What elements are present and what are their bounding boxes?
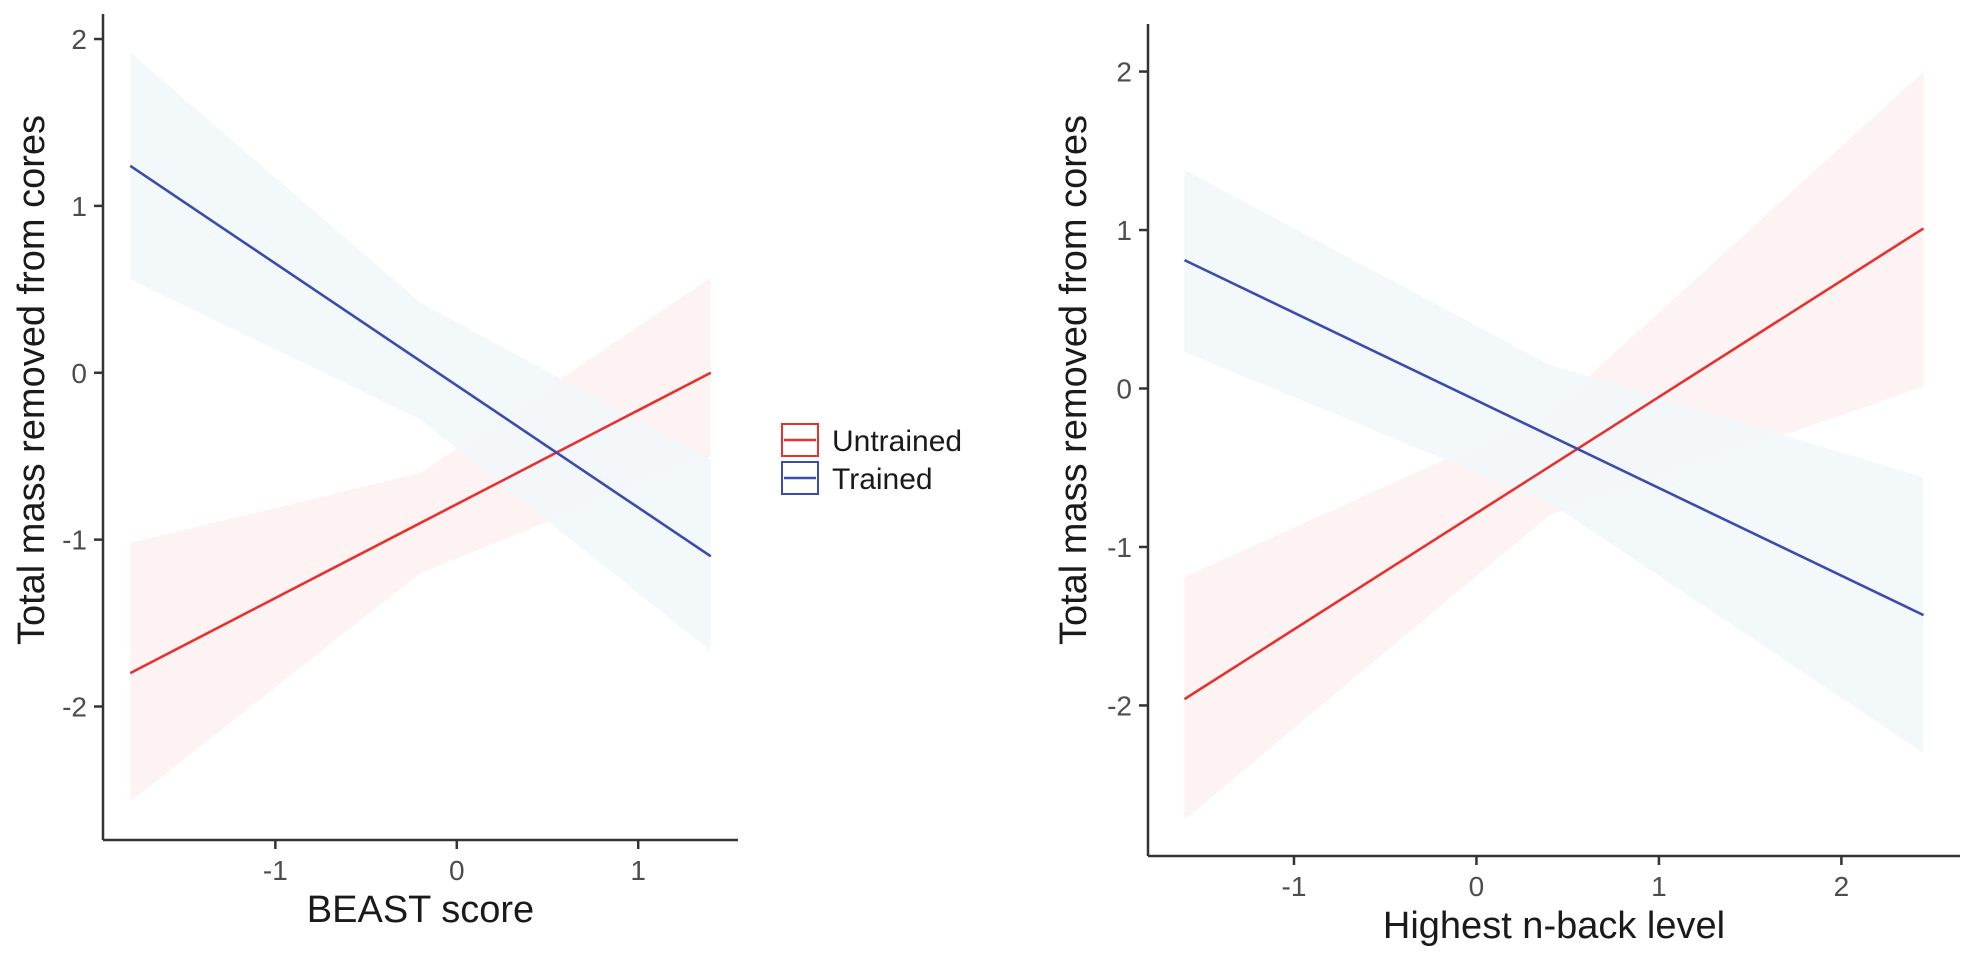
series-line-trained [129,164,712,558]
x-tick-label: 1 [630,855,646,886]
y-tick-label: -1 [62,525,87,556]
x-axis-title: Highest n-back level [1383,905,1725,947]
y-tick-label: 0 [71,358,87,389]
left-plot-panel: -2 -1 0 1 2 -1 0 1 BEAST score Total mass removed… [11,14,738,931]
series-line-trained [1183,258,1925,617]
y-axis-title: Total mass removed from cores [11,115,53,645]
x-tick-label: 1 [1651,871,1667,902]
x-tick-label: -1 [263,855,288,886]
y-tick-label: -1 [1107,532,1132,563]
y-tick-label: 2 [1116,57,1132,88]
y-tick-label: -2 [1107,690,1132,721]
x-tick-label: 0 [449,855,465,886]
x-tick-label: 0 [1469,871,1485,902]
confidence-band-trained [1184,169,1924,754]
x-tick-label: 2 [1834,871,1850,902]
x-tick-label: -1 [1282,871,1307,902]
x-axis-title: BEAST score [307,889,534,931]
series-line-untrained [129,371,712,675]
right-plot-panel: -2 -1 0 1 2 -1 0 1 2 Highest n-back level Total ma… [1053,24,1960,947]
legend-label: Trained [832,463,933,496]
y-tick-label: -2 [62,692,87,723]
y-tick-label: 0 [1116,373,1132,404]
y-tick-label: 2 [71,24,87,55]
legend-item-untrained: Untrained [781,423,962,458]
y-tick-label: 1 [1116,215,1132,246]
confidence-band-trained [130,52,711,652]
legend-label: Untrained [832,425,962,458]
y-tick-label: 1 [71,191,87,222]
y-axis-title: Total mass removed from cores [1053,115,1095,645]
legend-item-trained: Trained [781,461,933,496]
legend: Untrained Trained [781,423,962,496]
series-line-untrained [1183,227,1925,701]
